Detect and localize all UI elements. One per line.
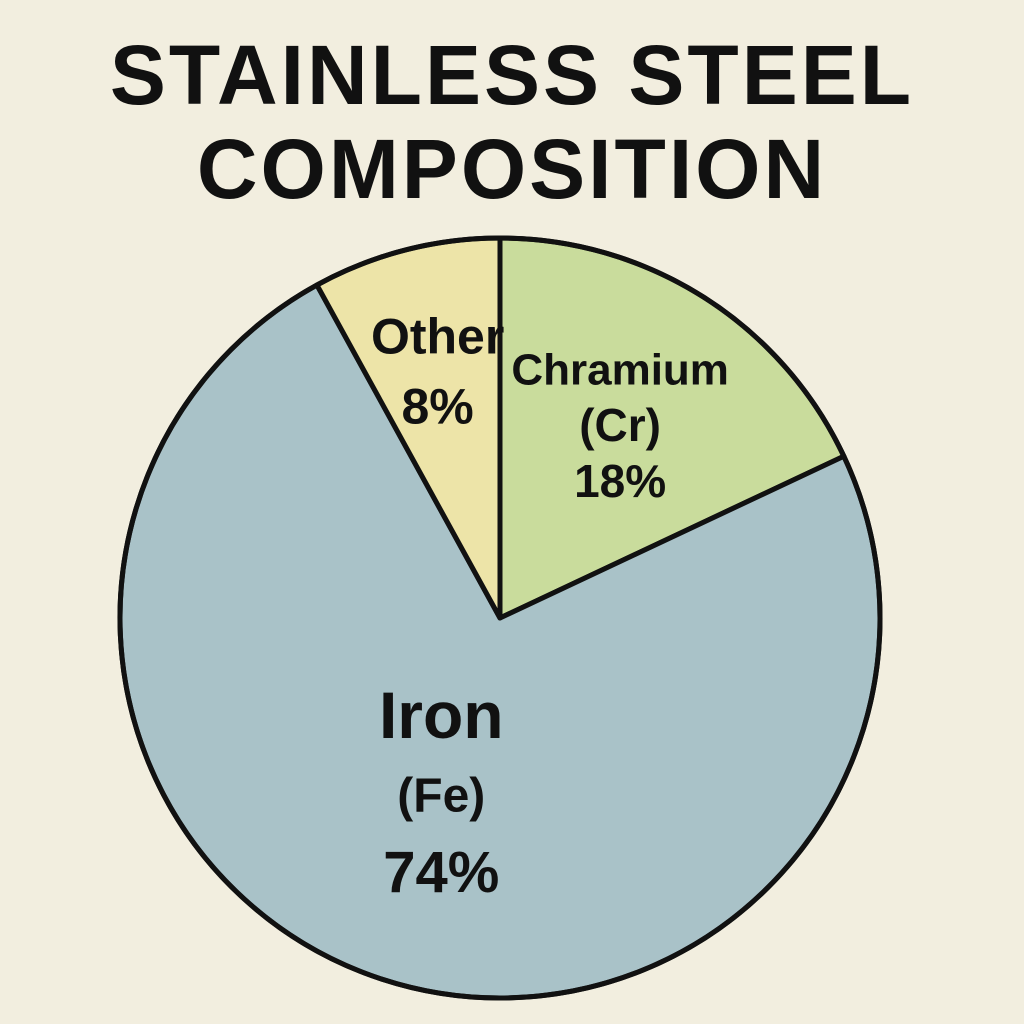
slice-label-line: 18% xyxy=(574,455,666,507)
slice-label-line: (Fe) xyxy=(397,769,485,822)
slice-label-line: Other xyxy=(371,308,504,364)
slice-label-other: Other 8% xyxy=(371,308,504,434)
slice-label-line: 74% xyxy=(383,840,499,905)
chart-title-line-1: STAINLESS STEEL xyxy=(109,28,915,122)
chart-title-line-2: COMPOSITION xyxy=(196,122,828,216)
chart-title: STAINLESS STEEL COMPOSITION xyxy=(0,28,1024,216)
slice-label-line: 8% xyxy=(401,378,473,434)
slice-label-chramium: Chramium (Cr)18% xyxy=(511,345,729,507)
slice-label-line: Iron xyxy=(379,678,504,752)
slice-label-line: (Cr) xyxy=(579,399,661,451)
pie-outline xyxy=(117,235,883,1001)
slice-label-iron: Iron (Fe) 74% xyxy=(379,678,504,905)
slice-label-line: Chramium xyxy=(511,345,729,394)
